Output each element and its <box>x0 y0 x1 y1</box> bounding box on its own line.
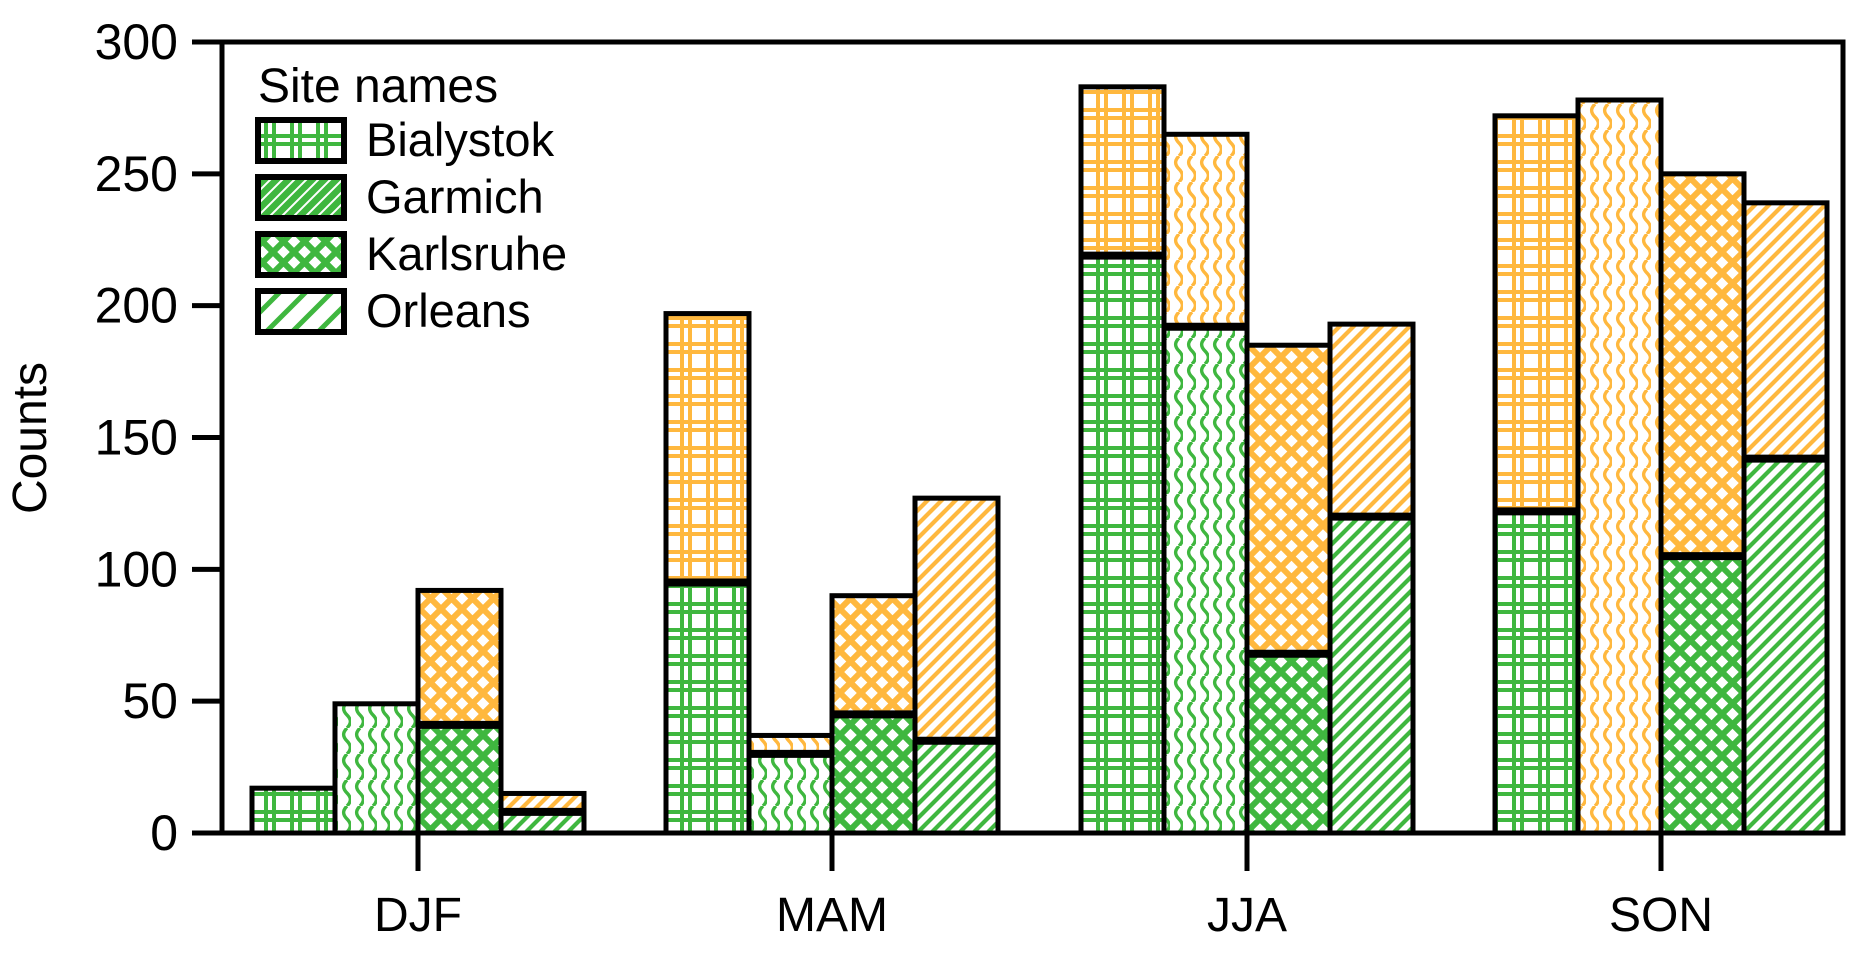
legend-title: Site names <box>258 60 498 113</box>
bar-JJA-Karlsruhe-green <box>1244 651 1333 836</box>
bar-DJF-Bialystok-green <box>249 785 338 836</box>
bar-SON-Bialystok-orange <box>1492 113 1581 514</box>
x-tick-label: SON <box>1609 889 1713 942</box>
bar-MAM-Karlsruhe-orange <box>829 593 918 717</box>
legend-swatch-Orleans <box>255 288 347 335</box>
y-tick-label: 100 <box>95 541 178 597</box>
bar-SON-Garmich-orange <box>1575 97 1664 836</box>
y-tick-label: 150 <box>95 410 178 466</box>
bar-MAM-Orleans-green <box>912 738 1001 836</box>
x-tick-label: JJA <box>1207 889 1287 942</box>
legend-swatch-Karlsruhe <box>255 231 347 278</box>
bar-JJA-Orleans-green <box>1327 514 1416 836</box>
bar-SON-Karlsruhe-orange <box>1658 171 1747 559</box>
bar-DJF-Karlsruhe-orange <box>415 587 504 728</box>
bar-JJA-Garmich-green <box>1161 324 1250 836</box>
y-tick-label: 0 <box>150 805 178 861</box>
y-tick-label: 250 <box>95 146 178 202</box>
bar-JJA-Karlsruhe-orange <box>1244 342 1333 657</box>
legend-label-Bialystok: Bialystok <box>366 113 555 166</box>
bar-SON-Karlsruhe-green <box>1658 553 1747 836</box>
plot-frame <box>219 39 1846 836</box>
x-tick-label: MAM <box>776 889 888 942</box>
bar-DJF-Garmich-green <box>332 701 421 836</box>
bar-MAM-Bialystok-orange <box>663 311 752 586</box>
y-tick-label: 200 <box>95 278 178 334</box>
bar-DJF-Karlsruhe-green <box>415 722 504 836</box>
bar-SON-Bialystok-green <box>1492 508 1581 836</box>
y-axis-label: Counts <box>4 362 57 514</box>
bar-SON-Orleans-orange <box>1741 200 1830 462</box>
y-tick-label: 300 <box>95 14 178 70</box>
legend-label-Orleans: Orleans <box>366 284 531 337</box>
x-tick-label: DJF <box>374 889 462 942</box>
bar-JJA-Bialystok-green <box>1078 253 1167 836</box>
bar-SON-Orleans-green <box>1741 456 1830 836</box>
bar-MAM-Orleans-orange <box>912 495 1001 744</box>
legend-label-Garmich: Garmich <box>366 170 544 223</box>
bar-MAM-Garmich-green <box>746 751 835 836</box>
bar-JJA-Garmich-orange <box>1161 131 1250 330</box>
bar-MAM-Karlsruhe-green <box>829 711 918 836</box>
bar-JJA-Orleans-orange <box>1327 321 1416 520</box>
legend-label-Karlsruhe: Karlsruhe <box>366 227 567 280</box>
legend-swatch-Garmich <box>255 174 347 221</box>
y-tick-label: 50 <box>122 673 178 729</box>
bar-MAM-Bialystok-green <box>663 580 752 836</box>
legend-swatch-Bialystok <box>255 117 347 164</box>
bar-JJA-Bialystok-orange <box>1078 84 1167 259</box>
